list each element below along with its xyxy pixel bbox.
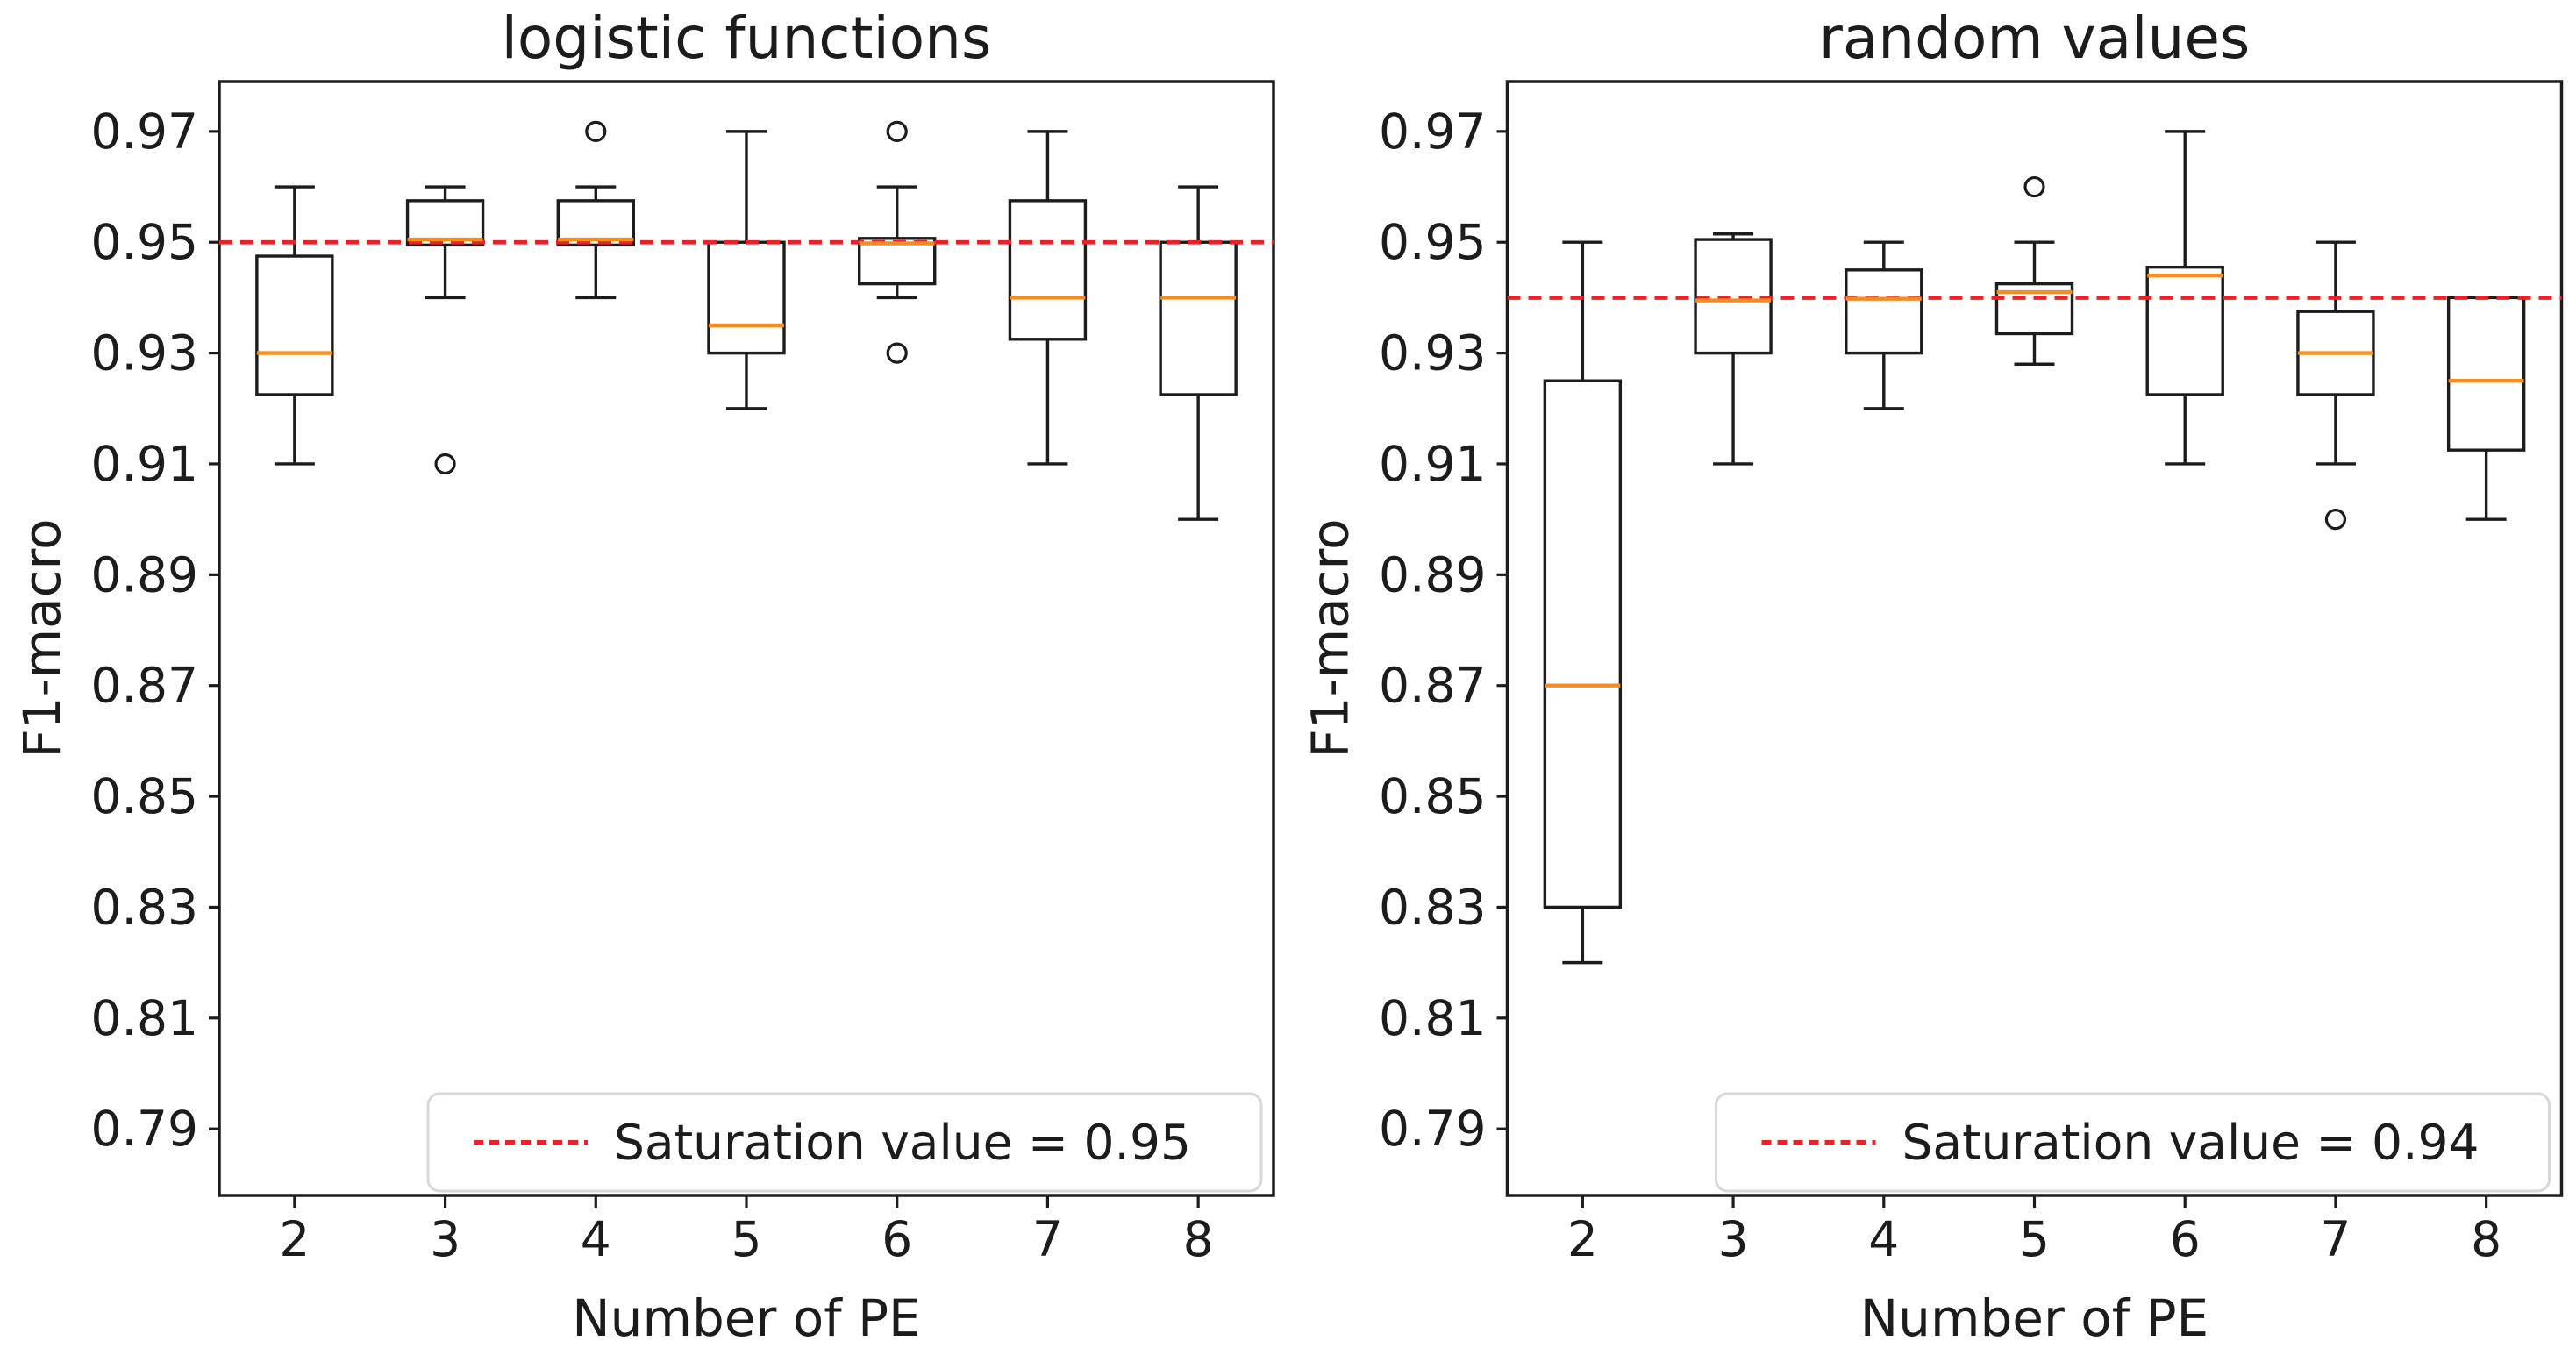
y-tick-label: 0.95 bbox=[1379, 214, 1486, 270]
box-pe-3 bbox=[405, 185, 485, 475]
chart-logistic-functions: 0.79 0.81 0.83 0.85 0.87 0.89 0.91 0.93 0.95 0.97… bbox=[12, 4, 1275, 1348]
x-tick-label: 3 bbox=[430, 1211, 460, 1267]
box-pe-5 bbox=[1994, 175, 2074, 366]
legend: Saturation value = 0.94 bbox=[1715, 1092, 2551, 1193]
x-tick-label: 4 bbox=[581, 1211, 611, 1267]
axes-frame bbox=[218, 80, 1275, 1197]
y-tick-label: 0.93 bbox=[1379, 325, 1486, 382]
box-rect bbox=[1994, 282, 2074, 336]
x-tick-label: 4 bbox=[1868, 1211, 1899, 1267]
box-rect bbox=[405, 199, 485, 247]
y-tick-label: 0.81 bbox=[91, 990, 198, 1046]
y-tick-label: 0.97 bbox=[1379, 103, 1486, 160]
box-pe-3 bbox=[1694, 232, 1773, 466]
y-tick-label: 0.91 bbox=[1379, 436, 1486, 492]
y-tick-label: 0.83 bbox=[91, 879, 198, 935]
y-tick-label: 0.85 bbox=[1379, 768, 1486, 824]
x-tick-label: 8 bbox=[2471, 1211, 2501, 1267]
box-rect bbox=[1845, 268, 1923, 355]
box-rect bbox=[707, 240, 786, 355]
plot-area: 0.79 0.81 0.83 0.85 0.87 0.89 0.91 0.93 0.95 0.97… bbox=[1379, 80, 2564, 1267]
outlier-point bbox=[886, 120, 908, 142]
box-rect bbox=[858, 237, 937, 286]
y-tick-label: 0.81 bbox=[1379, 990, 1486, 1046]
box-pe-8 bbox=[2446, 296, 2526, 521]
y-tick-label: 0.89 bbox=[91, 546, 198, 603]
box-pe-4 bbox=[556, 120, 635, 300]
x-tick-label: 3 bbox=[1718, 1211, 1749, 1267]
box-rect bbox=[1543, 379, 1623, 909]
y-tick-label: 0.87 bbox=[91, 658, 198, 714]
plot-area: 0.79 0.81 0.83 0.85 0.87 0.89 0.91 0.93 0.95 0.97… bbox=[91, 80, 1275, 1267]
box-rect bbox=[2446, 296, 2526, 452]
y-tick-label: 0.89 bbox=[1379, 546, 1486, 603]
box-pe-2 bbox=[255, 185, 334, 466]
legend-frame bbox=[426, 1092, 1263, 1193]
y-tick-label: 0.85 bbox=[91, 768, 198, 824]
box-pe-5 bbox=[707, 130, 786, 410]
chart-title: logistic functions bbox=[502, 4, 992, 72]
box-rect bbox=[1159, 240, 1238, 396]
x-tick-label: 6 bbox=[2170, 1211, 2201, 1267]
y-tick-label: 0.93 bbox=[91, 325, 198, 382]
y-tick-label: 0.79 bbox=[91, 1101, 198, 1157]
y-axis-label: F1-macro bbox=[1301, 518, 1360, 758]
x-axis-label: Number of PE bbox=[572, 1288, 920, 1348]
box-pe-4 bbox=[1845, 240, 1923, 410]
box-pe-6 bbox=[2145, 130, 2224, 466]
legend-label: Saturation value = 0.94 bbox=[1902, 1115, 2480, 1171]
x-axis-label: Number of PE bbox=[1860, 1288, 2209, 1348]
y-tick-label: 0.83 bbox=[1379, 879, 1486, 935]
legend-label: Saturation value = 0.95 bbox=[614, 1115, 1191, 1171]
y-tick-label: 0.95 bbox=[91, 214, 198, 270]
box-pe-6 bbox=[858, 120, 937, 364]
x-tick-label: 5 bbox=[731, 1211, 762, 1267]
box-rect bbox=[556, 199, 635, 247]
x-tick-label: 2 bbox=[1567, 1211, 1598, 1267]
y-tick-label: 0.87 bbox=[1379, 658, 1486, 714]
box-pe-7 bbox=[1008, 130, 1088, 466]
chart-random-values: 0.79 0.81 0.83 0.85 0.87 0.89 0.91 0.93 0.95 0.97… bbox=[1301, 4, 2564, 1348]
outlier-point bbox=[585, 120, 607, 142]
outlier-point bbox=[2023, 175, 2045, 198]
x-tick-label: 6 bbox=[881, 1211, 912, 1267]
box-rect bbox=[1008, 199, 1088, 341]
y-tick-label: 0.91 bbox=[91, 436, 198, 492]
box-pe-7 bbox=[2296, 240, 2375, 531]
x-tick-label: 7 bbox=[2320, 1211, 2351, 1267]
y-axis-label: F1-macro bbox=[12, 518, 72, 758]
x-tick-label: 5 bbox=[2019, 1211, 2050, 1267]
y-tick-label: 0.97 bbox=[91, 103, 198, 160]
legend: Saturation value = 0.95 bbox=[426, 1092, 1263, 1193]
box-pe-8 bbox=[1159, 185, 1238, 521]
x-tick-label: 8 bbox=[1183, 1211, 1214, 1267]
x-tick-label: 7 bbox=[1032, 1211, 1063, 1267]
box-rect bbox=[255, 254, 334, 396]
box-rect bbox=[2145, 265, 2224, 396]
outlier-point bbox=[886, 342, 908, 364]
outlier-point bbox=[2324, 509, 2347, 531]
chart-title: random values bbox=[1819, 4, 2251, 72]
box-pe-2 bbox=[1543, 240, 1623, 965]
x-tick-label: 2 bbox=[279, 1211, 310, 1267]
y-tick-label: 0.79 bbox=[1379, 1101, 1486, 1157]
legend-frame bbox=[1715, 1092, 2551, 1193]
outlier-point bbox=[434, 453, 456, 475]
